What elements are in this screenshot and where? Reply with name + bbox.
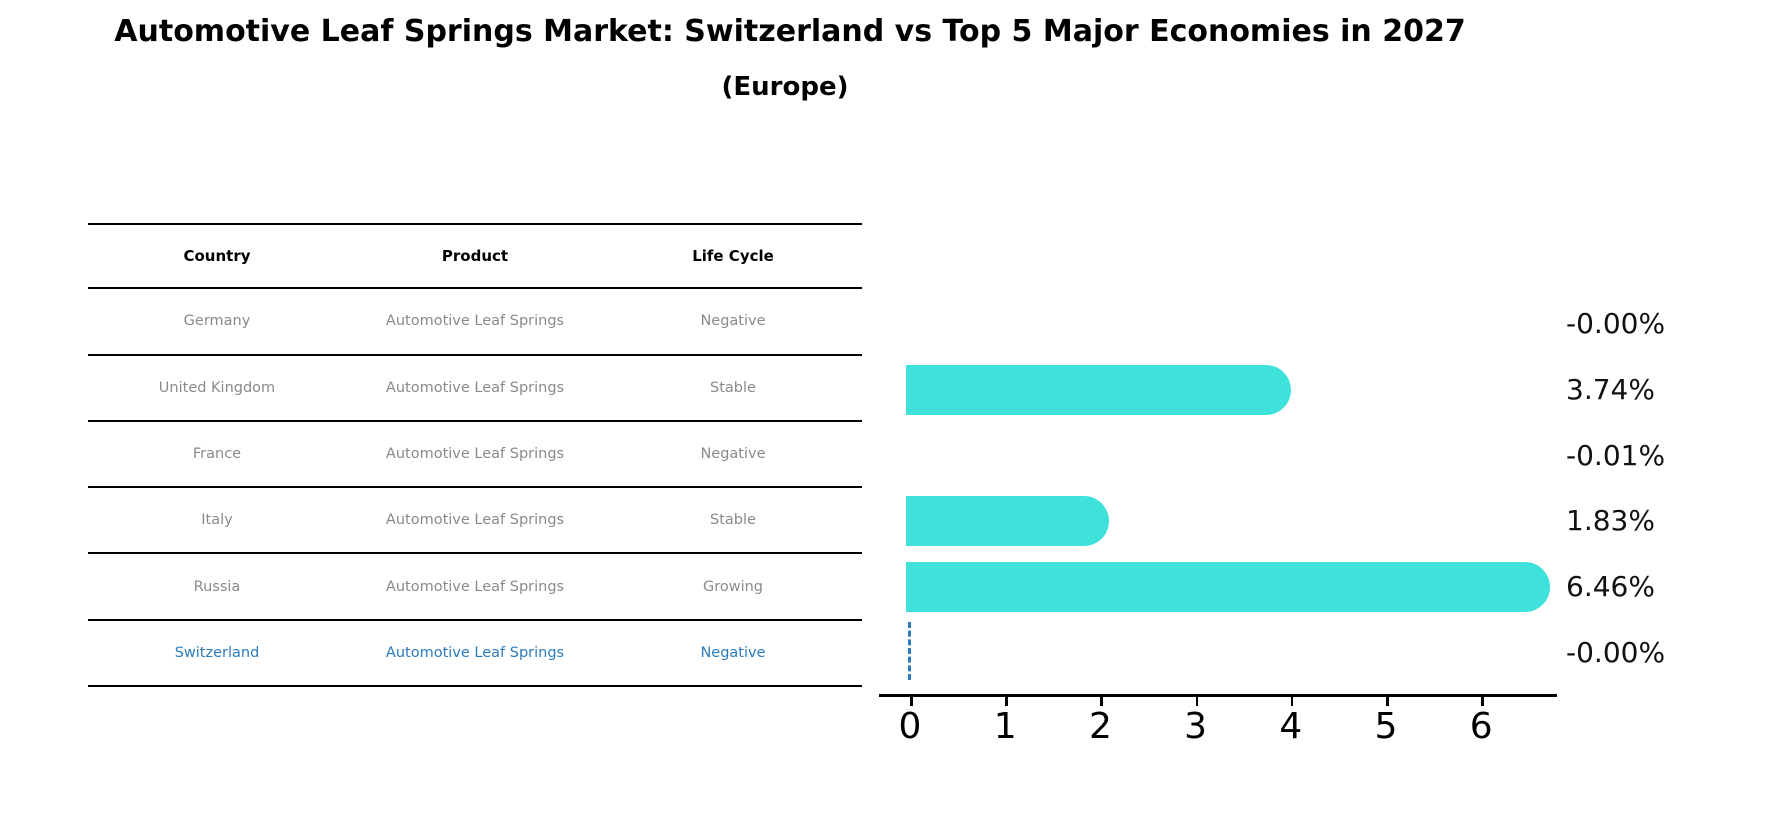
chart-title: Automotive Leaf Springs Market: Switzerl… (114, 14, 1466, 49)
table-header-lifecycle: Life Cycle (692, 247, 774, 266)
table-row: Russia Automotive Leaf Springs Growing (88, 554, 862, 621)
value-label: -0.00% (1566, 307, 1666, 340)
x-axis-tick-label: 2 (1088, 706, 1112, 747)
bar-italy (906, 496, 1110, 547)
value-label: 1.83% (1566, 504, 1655, 538)
table-row: Switzerland Automotive Leaf Springs Negati… (88, 621, 862, 688)
table-cell-country: Germany (183, 313, 251, 330)
table-cell-country: France (192, 446, 242, 463)
table-cell-product: Automotive Leaf Springs (385, 313, 565, 330)
table-header-row: Country Product Life Cycle (88, 223, 862, 290)
x-axis-tick-mark (1005, 694, 1008, 706)
table-header-product: Product (441, 247, 509, 266)
table-row: Germany Automotive Leaf Springs Negative (88, 289, 862, 356)
table-cell-product: Automotive Leaf Springs (385, 446, 565, 463)
x-axis-tick-mark (1195, 694, 1199, 706)
x-axis-tick-mark (1386, 694, 1389, 706)
bar-united-kingdom (906, 364, 1292, 415)
table-cell-country: Italy (201, 512, 233, 529)
x-axis-tick-label: 1 (993, 706, 1017, 747)
table-cell-life-cycle: Negative (700, 644, 766, 661)
table-row: Italy Automotive Leaf Springs Stable (88, 488, 862, 555)
chart-subtitle: (Europe) (721, 72, 849, 102)
table-header-country: Country (183, 247, 251, 266)
table-cell-country: Switzerland (174, 644, 260, 661)
x-axis-tick-mark (910, 694, 913, 706)
table-cell-country: Russia (193, 578, 241, 595)
x-axis-tick-label: 4 (1279, 706, 1303, 747)
x-axis-tick-mark (1481, 694, 1484, 706)
table-cell-product: Automotive Leaf Springs (385, 644, 565, 661)
value-label: -0.01% (1566, 438, 1666, 472)
table-cell-life-cycle: Negative (700, 446, 766, 463)
value-label: -0.00% (1566, 636, 1666, 669)
table-cell-life-cycle: Stable (710, 379, 756, 396)
country-table: Country Product Life Cycle Germany Automo… (88, 223, 862, 688)
table-cell-life-cycle: Negative (700, 313, 766, 330)
x-axis-line (879, 694, 1557, 697)
x-axis-tick-mark (1100, 694, 1103, 706)
table-row: France Automotive Leaf Springs Negative (88, 422, 862, 489)
table-cell-product: Automotive Leaf Springs (385, 379, 565, 396)
bar-russia (906, 562, 1550, 613)
table-cell-product: Automotive Leaf Springs (385, 512, 565, 529)
x-axis-tick-label: 3 (1184, 706, 1208, 747)
zero-value-dashed-marker (908, 622, 911, 680)
table-cell-life-cycle: Stable (710, 512, 756, 529)
table-cell-life-cycle: Growing (702, 578, 764, 595)
table-cell-product: Automotive Leaf Springs (385, 578, 565, 595)
x-axis-tick-label: 6 (1469, 706, 1493, 747)
table-cell-country: United Kingdom (158, 379, 276, 396)
value-label: 3.74% (1566, 372, 1655, 406)
x-axis-tick-label: 0 (898, 706, 922, 747)
value-label: 6.46% (1566, 570, 1655, 604)
table-body: Germany Automotive Leaf Springs Negative Un… (88, 289, 862, 688)
table-row: United Kingdom Automotive Leaf Springs Sta… (88, 356, 862, 422)
x-axis-tick-label: 5 (1374, 706, 1398, 747)
x-axis-tick-mark (1290, 694, 1294, 706)
